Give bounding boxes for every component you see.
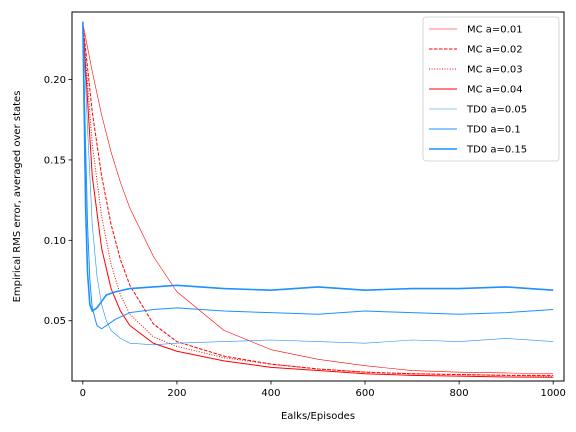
y-tick-label: 0.10	[44, 236, 66, 247]
series-line-2	[82, 23, 554, 376]
x-tick-label: 1000	[540, 388, 565, 399]
y-tick-label: 0.15	[44, 155, 66, 166]
legend-label: MC a=0.02	[467, 45, 523, 56]
series-line-7	[82, 21, 554, 312]
legend-box	[422, 16, 560, 162]
legend-label: MC a=0.03	[467, 65, 523, 76]
x-tick-label: 400	[261, 388, 280, 399]
legend-label: TD0 a=0.05	[466, 105, 527, 116]
series-line-6	[82, 21, 554, 330]
legend: MC a=0.01 MC a=0.02 MC a=0.03 MC a=0.04 TD0 …	[422, 16, 560, 162]
series-line-3	[82, 23, 554, 377]
plot-lines	[82, 21, 554, 378]
series-line-1	[82, 23, 554, 375]
x-tick-label: 0	[80, 388, 86, 399]
x-axis-label: Ealks/Episodes	[281, 411, 355, 422]
legend-label: MC a=0.04	[467, 85, 523, 96]
x-tick-label: 800	[450, 388, 469, 399]
x-axis: 0 200 400 600 800 1000	[80, 381, 566, 399]
y-axis: 0.05 0.10 0.15 0.20	[44, 75, 72, 327]
legend-label: MC a=0.01	[467, 25, 523, 36]
series-line-4	[82, 23, 554, 378]
series-line-5	[82, 21, 554, 346]
legend-label: TD0 a=0.15	[466, 145, 527, 156]
y-axis-label: Empirical RMS error, averaged over state…	[12, 91, 23, 303]
legend-label: TD0 a=0.1	[466, 125, 521, 136]
axes-frame	[71, 11, 565, 382]
y-tick-label: 0.20	[44, 75, 66, 86]
x-tick-label: 600	[355, 388, 374, 399]
y-tick-label: 0.05	[44, 316, 66, 327]
x-tick-label: 200	[167, 388, 186, 399]
